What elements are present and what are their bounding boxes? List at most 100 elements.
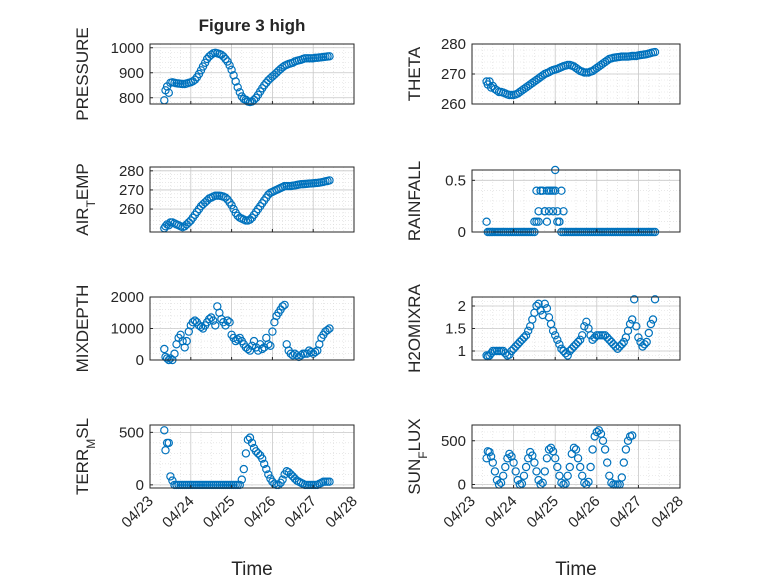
data-point xyxy=(580,322,589,331)
data-point xyxy=(557,344,566,353)
data-point xyxy=(561,349,570,358)
data-point xyxy=(482,217,491,226)
data-point xyxy=(206,50,216,60)
data-point xyxy=(571,445,581,454)
data-point xyxy=(630,295,639,304)
data-point xyxy=(221,54,230,64)
data-point xyxy=(325,324,334,333)
data-point xyxy=(524,326,533,335)
data-point xyxy=(517,479,527,488)
data-point xyxy=(592,427,602,437)
data-point xyxy=(208,316,218,325)
data-point xyxy=(517,335,527,344)
data-point xyxy=(598,436,608,445)
data-point xyxy=(521,462,531,472)
y-tick-label: 0.5 xyxy=(445,172,466,189)
data-point xyxy=(544,207,554,216)
data-point xyxy=(532,467,541,476)
data-point xyxy=(619,337,629,347)
data-point xyxy=(632,322,641,331)
data-point xyxy=(262,464,271,474)
data-point xyxy=(164,438,173,448)
data-point xyxy=(245,433,255,442)
data-point xyxy=(288,351,297,360)
data-point xyxy=(542,217,552,226)
data-point xyxy=(507,346,516,356)
data-point xyxy=(548,207,558,216)
data-point xyxy=(505,449,514,459)
data-point xyxy=(227,65,236,75)
data-point xyxy=(534,217,543,226)
data-point xyxy=(532,186,541,195)
data-point xyxy=(278,475,287,484)
data-point xyxy=(613,344,622,353)
data-point xyxy=(233,335,242,344)
data-point xyxy=(225,318,234,327)
data-point xyxy=(548,326,558,335)
data-point xyxy=(580,478,589,487)
data-point xyxy=(231,77,240,86)
data-point xyxy=(646,319,656,329)
data-point xyxy=(221,193,230,202)
data-point xyxy=(485,447,494,457)
y-tick-label: 2000 xyxy=(111,289,144,306)
subplot-5: 0 1000 2000 MIXDEPTH xyxy=(73,285,355,373)
data-point xyxy=(561,479,570,488)
y-axis-label: TERRMSL xyxy=(73,418,98,495)
y-axis-label: AIRTEMP xyxy=(73,163,98,236)
data-point xyxy=(573,454,583,463)
x-axis-label: Time xyxy=(231,559,273,580)
data-point xyxy=(544,445,554,454)
data-point xyxy=(225,61,234,70)
y-tick-label: 1000 xyxy=(111,40,144,57)
data-point xyxy=(280,300,289,310)
y-tick-label: 0 xyxy=(136,477,144,494)
data-point xyxy=(503,454,512,463)
data-point xyxy=(551,331,560,340)
series-markers xyxy=(160,300,334,365)
data-point xyxy=(640,340,649,349)
y-tick-label: 900 xyxy=(119,65,144,82)
axes-box xyxy=(471,424,681,489)
data-point xyxy=(278,302,287,311)
data-point xyxy=(648,315,658,324)
data-point xyxy=(170,349,179,358)
axes-box xyxy=(149,43,355,105)
data-point xyxy=(576,462,585,472)
data-point xyxy=(576,335,585,344)
data-point xyxy=(571,340,581,349)
data-point xyxy=(499,346,508,356)
data-point xyxy=(551,454,560,463)
data-point xyxy=(325,52,334,61)
data-point xyxy=(588,445,597,454)
data-point xyxy=(515,337,525,347)
y-tick-label: 280 xyxy=(119,163,144,180)
data-point xyxy=(486,452,496,461)
data-point xyxy=(586,462,595,472)
data-point xyxy=(553,207,562,216)
data-point xyxy=(586,331,595,340)
data-point xyxy=(557,186,566,195)
axes-box xyxy=(149,424,355,489)
data-point xyxy=(286,349,295,358)
subplot-6: 1 1.5 2 H2OMIXRA xyxy=(405,283,681,373)
data-point xyxy=(553,462,562,472)
data-point xyxy=(260,81,269,90)
data-point xyxy=(325,477,334,486)
data-point xyxy=(559,346,568,356)
data-point xyxy=(190,316,200,325)
y-axis-label: MIXDEPTH xyxy=(73,285,92,373)
data-point xyxy=(253,449,263,458)
data-point xyxy=(619,458,629,467)
axes-background xyxy=(150,425,354,488)
subplot-3: 260 270 280 AIRTEMP xyxy=(73,163,355,236)
data-point xyxy=(264,340,273,349)
data-point xyxy=(196,322,206,332)
data-point xyxy=(569,443,579,452)
data-point xyxy=(555,217,564,226)
chart-title: Figure 3 high xyxy=(199,16,306,35)
data-point xyxy=(219,52,228,61)
data-point xyxy=(519,333,529,342)
y-axis-label: THETA xyxy=(405,46,424,101)
